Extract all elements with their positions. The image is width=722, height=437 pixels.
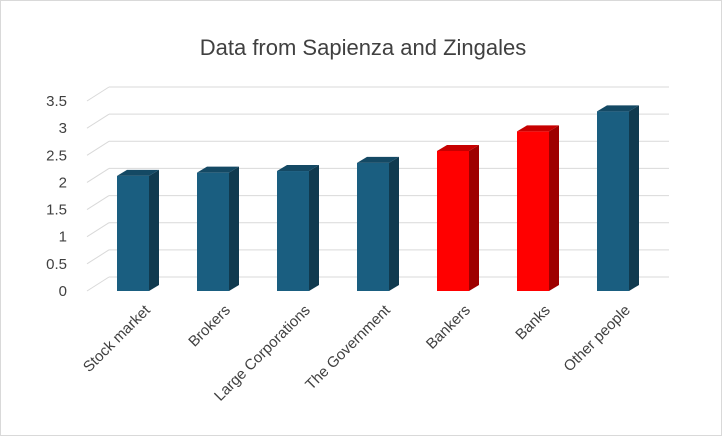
bar-front <box>437 150 469 291</box>
bar-side <box>469 144 479 291</box>
x-tick-label: The Government <box>302 301 394 393</box>
y-tick-label: 1.5 <box>46 202 67 219</box>
gridline-diagonal <box>86 276 110 292</box>
bar-front <box>197 172 229 291</box>
y-tick-label: 2.5 <box>46 147 67 164</box>
bar-side <box>549 125 559 292</box>
bar-other-people <box>597 105 639 291</box>
bar-front <box>277 171 309 291</box>
gridline-diagonal <box>86 168 110 183</box>
bar-the-government <box>357 156 399 291</box>
gridline-diagonal <box>86 140 110 156</box>
bar-front <box>597 111 629 291</box>
y-tick-label: 3 <box>59 120 67 137</box>
bar-banks <box>517 125 559 292</box>
bar-side <box>389 156 399 291</box>
bar-side <box>229 166 239 291</box>
bar-bankers <box>437 144 479 291</box>
y-tick-label: 3.5 <box>46 93 67 110</box>
x-tick-label: Other people <box>560 302 633 375</box>
y-tick-label: 1 <box>59 229 67 246</box>
bar-top <box>357 156 399 163</box>
bar-front <box>357 162 389 291</box>
bar-side <box>629 105 639 291</box>
bar-brokers <box>197 166 239 291</box>
gridline-diagonal <box>86 222 110 238</box>
bar-top <box>597 105 639 112</box>
y-tick-label: 0 <box>59 283 67 300</box>
y-tick-label: 2 <box>59 174 67 191</box>
bar-top <box>437 144 479 151</box>
bar-top <box>197 166 239 173</box>
gridline-diagonal <box>86 195 110 210</box>
x-tick-label: Banks <box>512 302 554 344</box>
bar-top <box>517 125 559 132</box>
bar-front <box>117 175 149 291</box>
x-tick-label: Bankers <box>423 302 474 353</box>
gridline-diagonal <box>86 249 110 265</box>
x-tick-label: Stock market <box>80 301 154 375</box>
bars <box>117 105 639 292</box>
bar-stock-market <box>117 169 159 291</box>
gridline-diagonal <box>86 113 110 129</box>
bar-large-corporations <box>277 165 319 291</box>
x-tick-label: Brokers <box>185 302 234 351</box>
bar-top <box>117 169 159 176</box>
gridline-diagonal <box>86 86 110 102</box>
bar-front <box>517 131 549 291</box>
y-tick-label: 0.5 <box>46 256 67 273</box>
bar-side <box>149 169 159 291</box>
y-axis-ticks: 0 0.5 1 1.5 2 2.5 3 3.5 <box>46 93 67 300</box>
chart-title: Data from Sapienza and Zingales <box>200 35 527 60</box>
bar-side <box>309 165 319 291</box>
bar-top <box>277 165 319 172</box>
